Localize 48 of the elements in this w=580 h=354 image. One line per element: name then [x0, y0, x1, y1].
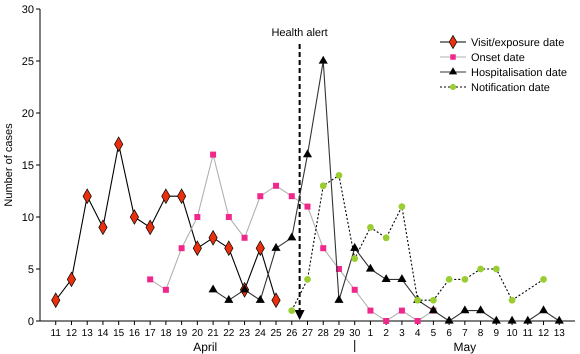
y-tick-label: 10	[22, 212, 34, 224]
text: April	[193, 340, 218, 354]
x-tick-label: 12	[66, 328, 78, 339]
x-tick-label: 28	[318, 328, 330, 339]
x-tick-label: 10	[506, 328, 518, 339]
legend-label: Hospitalisation date	[471, 66, 568, 79]
x-tick-label: 13	[82, 328, 94, 339]
x-tick-label: 27	[302, 328, 314, 339]
x-tick-label: 3	[399, 328, 406, 339]
y-tick-label: 30	[22, 4, 34, 16]
y-tick-label: 20	[22, 108, 34, 120]
ref-line-label: Health alert	[272, 27, 328, 39]
x-tick-label: 8	[478, 328, 484, 339]
x-tick-label: 20	[192, 328, 204, 339]
y-tick-label: 15	[22, 160, 34, 172]
x-tick-label: 7	[462, 328, 468, 339]
x-tick-label: 22	[223, 328, 235, 339]
x-tick-label: 29	[333, 328, 345, 339]
x-tick-label: 14	[97, 328, 109, 339]
x-tick-label: 9	[494, 328, 500, 339]
y-axis-title: Number of cases	[3, 122, 15, 207]
x-tick-label: 30	[349, 328, 361, 339]
legend-label: Notification date	[471, 82, 550, 94]
x-tick-label: 23	[238, 328, 251, 339]
x-tick-label: 21	[208, 328, 220, 339]
x-tick-label: 2	[383, 328, 390, 339]
x-tick-label: 5	[430, 328, 437, 339]
x-tick-label: 11	[522, 328, 534, 339]
y-tick-label: 25	[22, 56, 34, 68]
x-tick-label: 1	[368, 328, 374, 339]
x-tick-label: 24	[254, 328, 266, 339]
legend-label: Visit/exposure date	[471, 36, 564, 49]
x-tick-label: 4	[414, 328, 421, 339]
x-tick-label: 19	[176, 328, 188, 339]
text: May	[454, 340, 476, 354]
x-tick-label: 26	[286, 328, 298, 339]
y-tick-label: 5	[28, 264, 34, 276]
x-tick-label: 18	[160, 328, 172, 339]
x-tick-label: 12	[538, 328, 550, 339]
x-tick-label: 17	[144, 328, 156, 339]
legend-label: Onset date	[471, 52, 525, 64]
y-tick-label: 0	[28, 316, 34, 328]
x-tick-label: 13	[554, 328, 566, 339]
x-tick-label: 15	[113, 328, 125, 339]
x-tick-label: 6	[446, 328, 452, 339]
x-tick-label: 11	[50, 328, 62, 339]
x-tick-label: 25	[270, 328, 282, 339]
x-tick-label: 16	[128, 328, 140, 339]
